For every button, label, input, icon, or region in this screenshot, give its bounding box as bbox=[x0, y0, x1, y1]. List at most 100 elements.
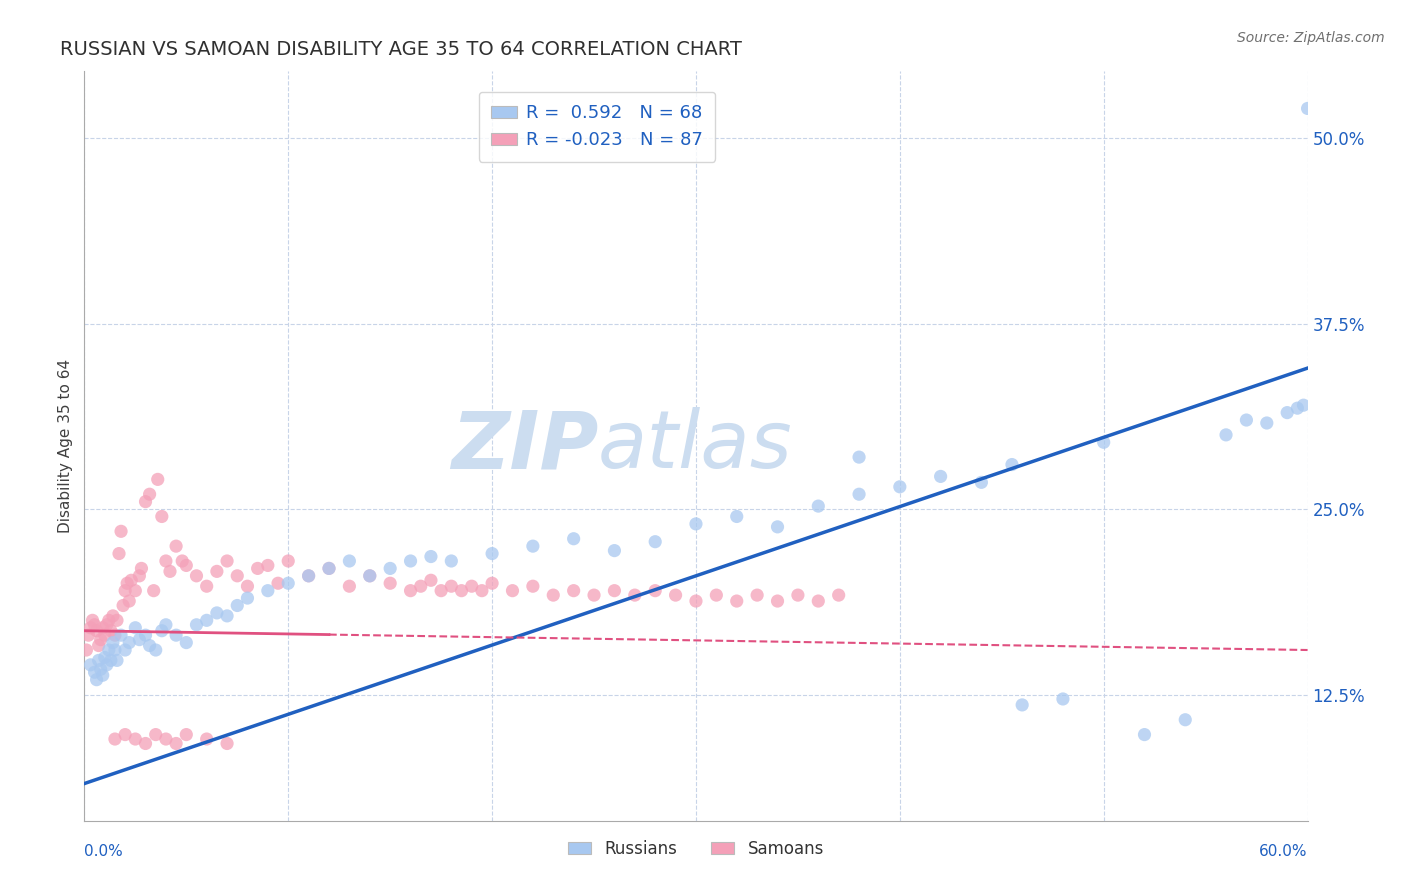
Point bbox=[562, 583, 585, 598]
Point bbox=[165, 628, 187, 642]
Point bbox=[1296, 102, 1319, 116]
Point bbox=[1001, 458, 1024, 472]
Point bbox=[318, 561, 340, 575]
Point bbox=[146, 472, 169, 486]
Point bbox=[104, 643, 127, 657]
Point bbox=[1256, 416, 1278, 430]
Point bbox=[135, 737, 157, 751]
Point bbox=[725, 509, 748, 524]
Point bbox=[86, 624, 108, 638]
Point bbox=[138, 487, 160, 501]
Point bbox=[399, 583, 422, 598]
Point bbox=[100, 624, 122, 638]
Point bbox=[83, 617, 105, 632]
Point bbox=[155, 617, 177, 632]
Point bbox=[339, 554, 361, 568]
Point bbox=[665, 588, 688, 602]
Point bbox=[118, 635, 141, 649]
Point bbox=[1236, 413, 1258, 427]
Point bbox=[128, 569, 150, 583]
Point bbox=[96, 657, 118, 672]
Point bbox=[104, 628, 127, 642]
Point bbox=[471, 583, 494, 598]
Point bbox=[766, 520, 789, 534]
Point bbox=[82, 613, 104, 627]
Y-axis label: Disability Age 35 to 64: Disability Age 35 to 64 bbox=[58, 359, 73, 533]
Point bbox=[217, 737, 239, 751]
Point bbox=[79, 657, 101, 672]
Point bbox=[807, 594, 830, 608]
Point bbox=[115, 576, 138, 591]
Point bbox=[104, 732, 127, 747]
Point bbox=[91, 621, 114, 635]
Point bbox=[257, 583, 280, 598]
Text: 0.0%: 0.0% bbox=[84, 845, 124, 859]
Point bbox=[114, 728, 136, 742]
Point bbox=[174, 558, 197, 573]
Point bbox=[1092, 435, 1115, 450]
Point bbox=[150, 509, 173, 524]
Point bbox=[93, 650, 115, 665]
Point bbox=[522, 579, 544, 593]
Point bbox=[1174, 713, 1197, 727]
Point bbox=[236, 579, 259, 593]
Point bbox=[131, 561, 153, 575]
Point bbox=[787, 588, 810, 602]
Point bbox=[1052, 692, 1074, 706]
Point bbox=[75, 643, 97, 657]
Point bbox=[624, 588, 647, 602]
Text: RUSSIAN VS SAMOAN DISABILITY AGE 35 TO 64 CORRELATION CHART: RUSSIAN VS SAMOAN DISABILITY AGE 35 TO 6… bbox=[60, 39, 742, 59]
Point bbox=[101, 635, 124, 649]
Point bbox=[440, 554, 463, 568]
Point bbox=[128, 632, 150, 647]
Point bbox=[318, 561, 340, 575]
Point bbox=[970, 475, 993, 490]
Point bbox=[562, 532, 585, 546]
Text: Source: ZipAtlas.com: Source: ZipAtlas.com bbox=[1237, 31, 1385, 45]
Point bbox=[90, 662, 112, 676]
Point bbox=[90, 632, 112, 647]
Point bbox=[124, 621, 146, 635]
Point bbox=[155, 732, 177, 747]
Point bbox=[97, 643, 120, 657]
Point bbox=[409, 579, 432, 593]
Point bbox=[1277, 406, 1299, 420]
Point bbox=[100, 653, 122, 667]
Point bbox=[226, 569, 249, 583]
Point bbox=[195, 613, 218, 627]
Point bbox=[217, 554, 239, 568]
Point bbox=[205, 565, 228, 579]
Point bbox=[87, 653, 110, 667]
Point bbox=[257, 558, 280, 573]
Point bbox=[725, 594, 748, 608]
Point bbox=[685, 594, 707, 608]
Point bbox=[93, 628, 115, 642]
Point bbox=[150, 624, 173, 638]
Point bbox=[195, 579, 218, 593]
Point bbox=[430, 583, 453, 598]
Point bbox=[502, 583, 524, 598]
Text: atlas: atlas bbox=[598, 407, 793, 485]
Point bbox=[685, 516, 707, 531]
Point bbox=[807, 499, 830, 513]
Point bbox=[174, 728, 197, 742]
Point bbox=[766, 594, 789, 608]
Point bbox=[522, 539, 544, 553]
Point bbox=[1292, 398, 1315, 412]
Point bbox=[380, 576, 402, 591]
Point bbox=[96, 617, 118, 632]
Point bbox=[828, 588, 851, 602]
Point bbox=[450, 583, 472, 598]
Point bbox=[1133, 728, 1156, 742]
Point bbox=[267, 576, 290, 591]
Point bbox=[644, 583, 666, 598]
Point bbox=[77, 628, 100, 642]
Point bbox=[380, 561, 402, 575]
Point bbox=[159, 565, 181, 579]
Point bbox=[205, 606, 228, 620]
Point bbox=[155, 554, 177, 568]
Point bbox=[172, 554, 194, 568]
Point bbox=[747, 588, 769, 602]
Point bbox=[706, 588, 728, 602]
Point bbox=[120, 574, 142, 588]
